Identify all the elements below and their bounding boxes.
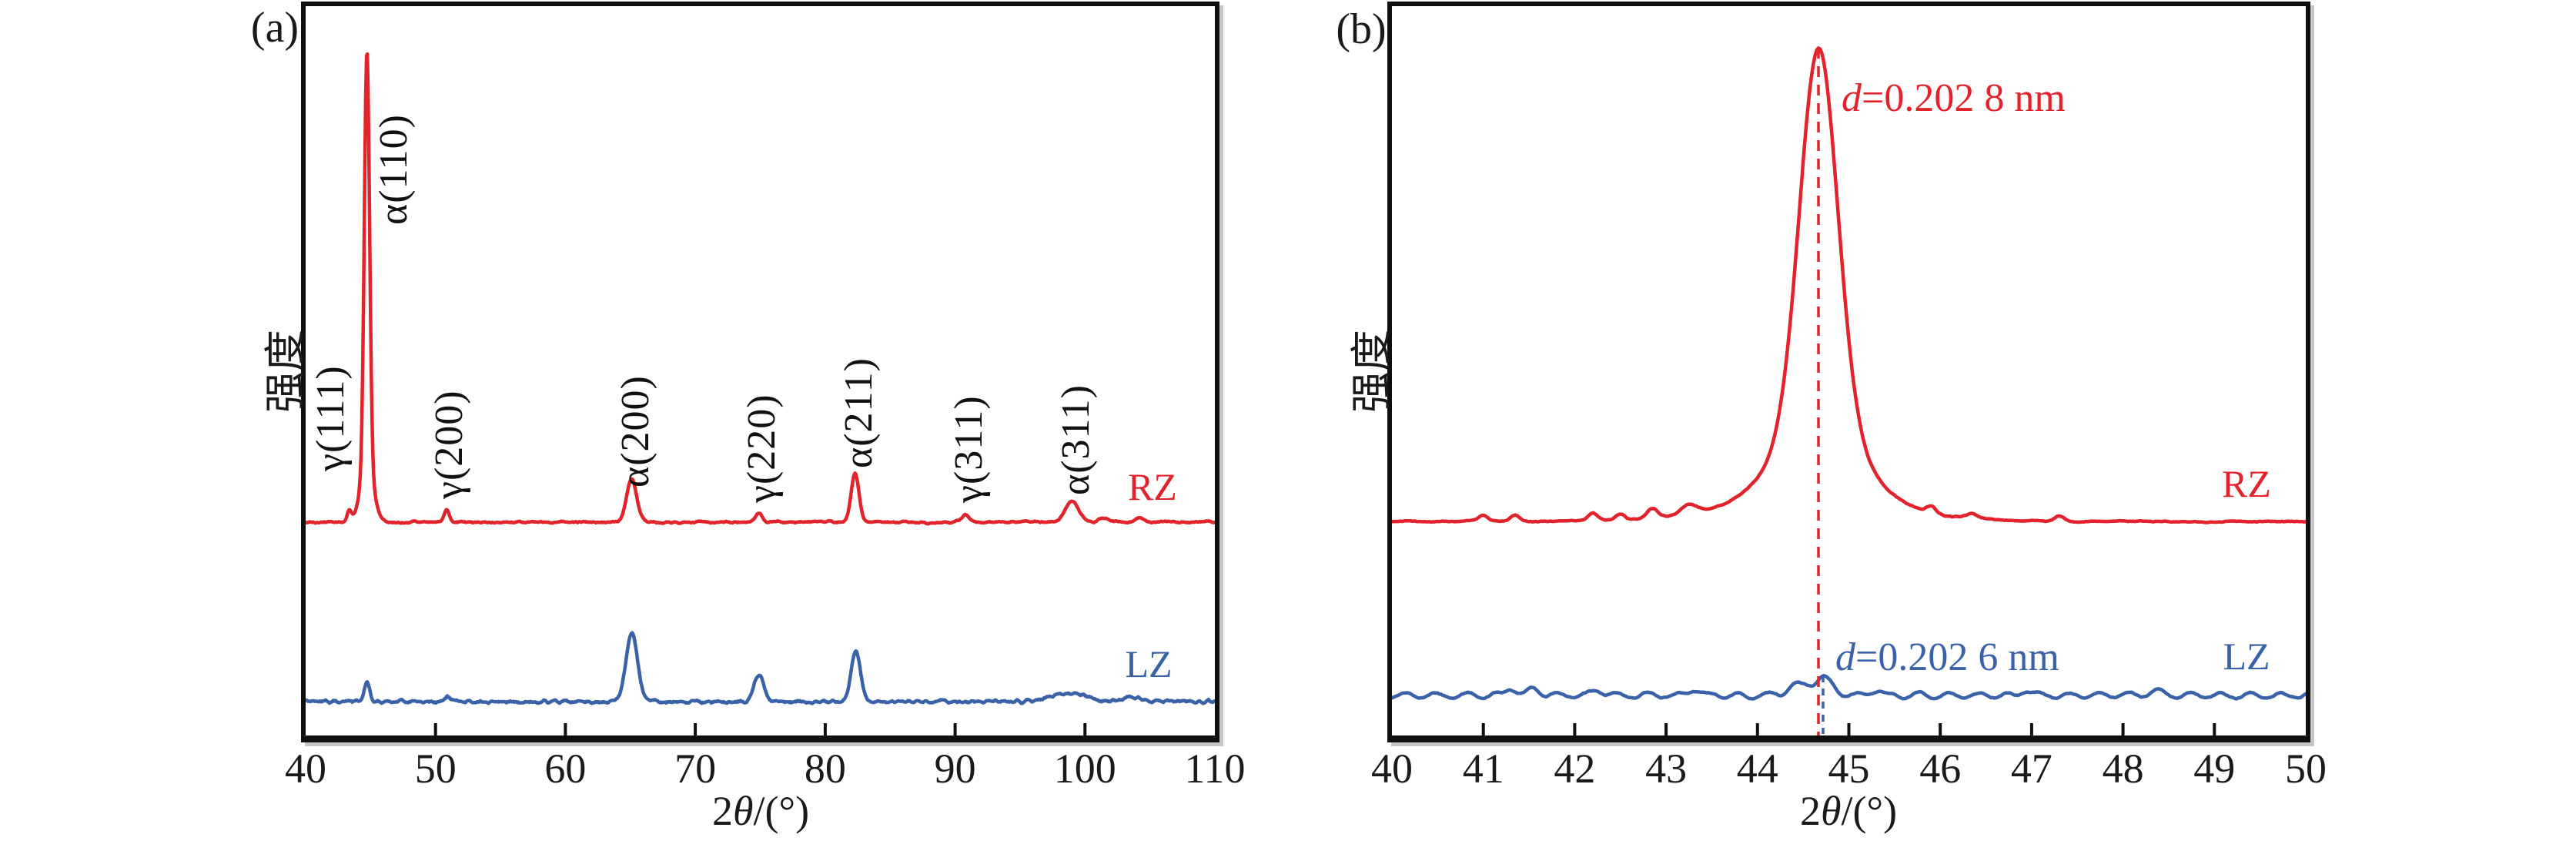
peak-label: γ(111) [309, 365, 353, 471]
x-axis-tick-label: 41 [1462, 746, 1504, 792]
x-axis-tick-label: 49 [2193, 746, 2236, 792]
panel-b-lz-series-label: LZ [2223, 635, 2270, 678]
x-axis-tick-label: 40 [1371, 746, 1413, 792]
panel-b-plot-area [1387, 2, 2310, 742]
x-axis-tick-label: 50 [414, 746, 457, 792]
peak-label: α(110) [372, 114, 416, 225]
x-axis-tick-label: 40 [285, 746, 326, 792]
panel-b-chart-svg [1392, 46, 2306, 735]
xrd-curve-lz [1392, 674, 2306, 701]
d-symbol: d [1835, 635, 1855, 679]
x-axis-tick-label: 100 [1053, 746, 1116, 792]
panel-a-xlabel-post: /(°) [753, 788, 810, 834]
panel-a-plot-area [301, 2, 1219, 742]
x-axis-tick-label: 60 [544, 746, 587, 792]
panel-b-tag: (b) [1336, 5, 1387, 53]
panel-b-xlabel-post: /(°) [1841, 788, 1898, 834]
peak-label: γ(311) [947, 395, 991, 503]
x-axis-tick-label: 48 [2102, 746, 2144, 792]
x-axis-tick-label: 42 [1554, 746, 1596, 792]
peak-label: α(311) [1054, 384, 1098, 495]
panel-b-lz-dspacing-annotation: d=0.202 6 nm [1835, 635, 2059, 680]
peak-label: α(200) [614, 375, 657, 488]
x-axis-tick-label: 47 [2010, 746, 2052, 792]
x-axis-tick-label: 110 [1184, 746, 1246, 792]
peak-label: γ(200) [427, 390, 471, 499]
panel-b-xlabel-theta: θ [1820, 788, 1842, 834]
panel-a-xlabel-pre: 2 [711, 788, 733, 834]
x-axis-tick-label: 43 [1645, 746, 1688, 792]
peak-label: γ(220) [740, 394, 784, 503]
panel-a-lz-series-label: LZ [1125, 642, 1173, 685]
x-axis-tick-label: 45 [1828, 746, 1870, 792]
xrd-curve-lz [306, 631, 1215, 705]
panel-a-y-axis-label: 强度 [263, 330, 309, 413]
xrd-curve-rz [306, 52, 1215, 526]
d-value: =0.202 8 nm [1862, 76, 2066, 120]
x-axis-tick-label: 80 [804, 746, 846, 792]
panel-b-rz-series-label: RZ [2222, 462, 2271, 505]
x-axis-tick-label: 90 [934, 746, 976, 792]
panel-a-tag: (a) [250, 4, 299, 52]
x-axis-tick-label: 44 [1736, 746, 1778, 792]
panel-b-x-axis-label: 2θ/(°) [1800, 787, 1897, 835]
x-axis-tick-label: 46 [1919, 746, 1962, 792]
x-axis-tick-label: 70 [674, 746, 717, 792]
panel-b-rz-dspacing-annotation: d=0.202 8 nm [1842, 75, 2066, 121]
panel-b-y-axis-label: 强度 [1349, 330, 1395, 413]
panel-b-xlabel-pre: 2 [1799, 788, 1821, 834]
d-symbol: d [1842, 76, 1862, 120]
peak-label: α(211) [837, 357, 881, 468]
x-axis-tick-label: 50 [2285, 746, 2327, 792]
panel-a-xlabel-theta: θ [732, 788, 754, 834]
panel-a-x-axis-label: 2θ/(°) [712, 787, 809, 835]
xrd-curve-rz [1392, 46, 2306, 524]
d-value: =0.202 6 nm [1855, 635, 2059, 679]
panel-a-chart-svg [306, 52, 1215, 735]
panel-a-rz-series-label: RZ [1128, 465, 1177, 508]
